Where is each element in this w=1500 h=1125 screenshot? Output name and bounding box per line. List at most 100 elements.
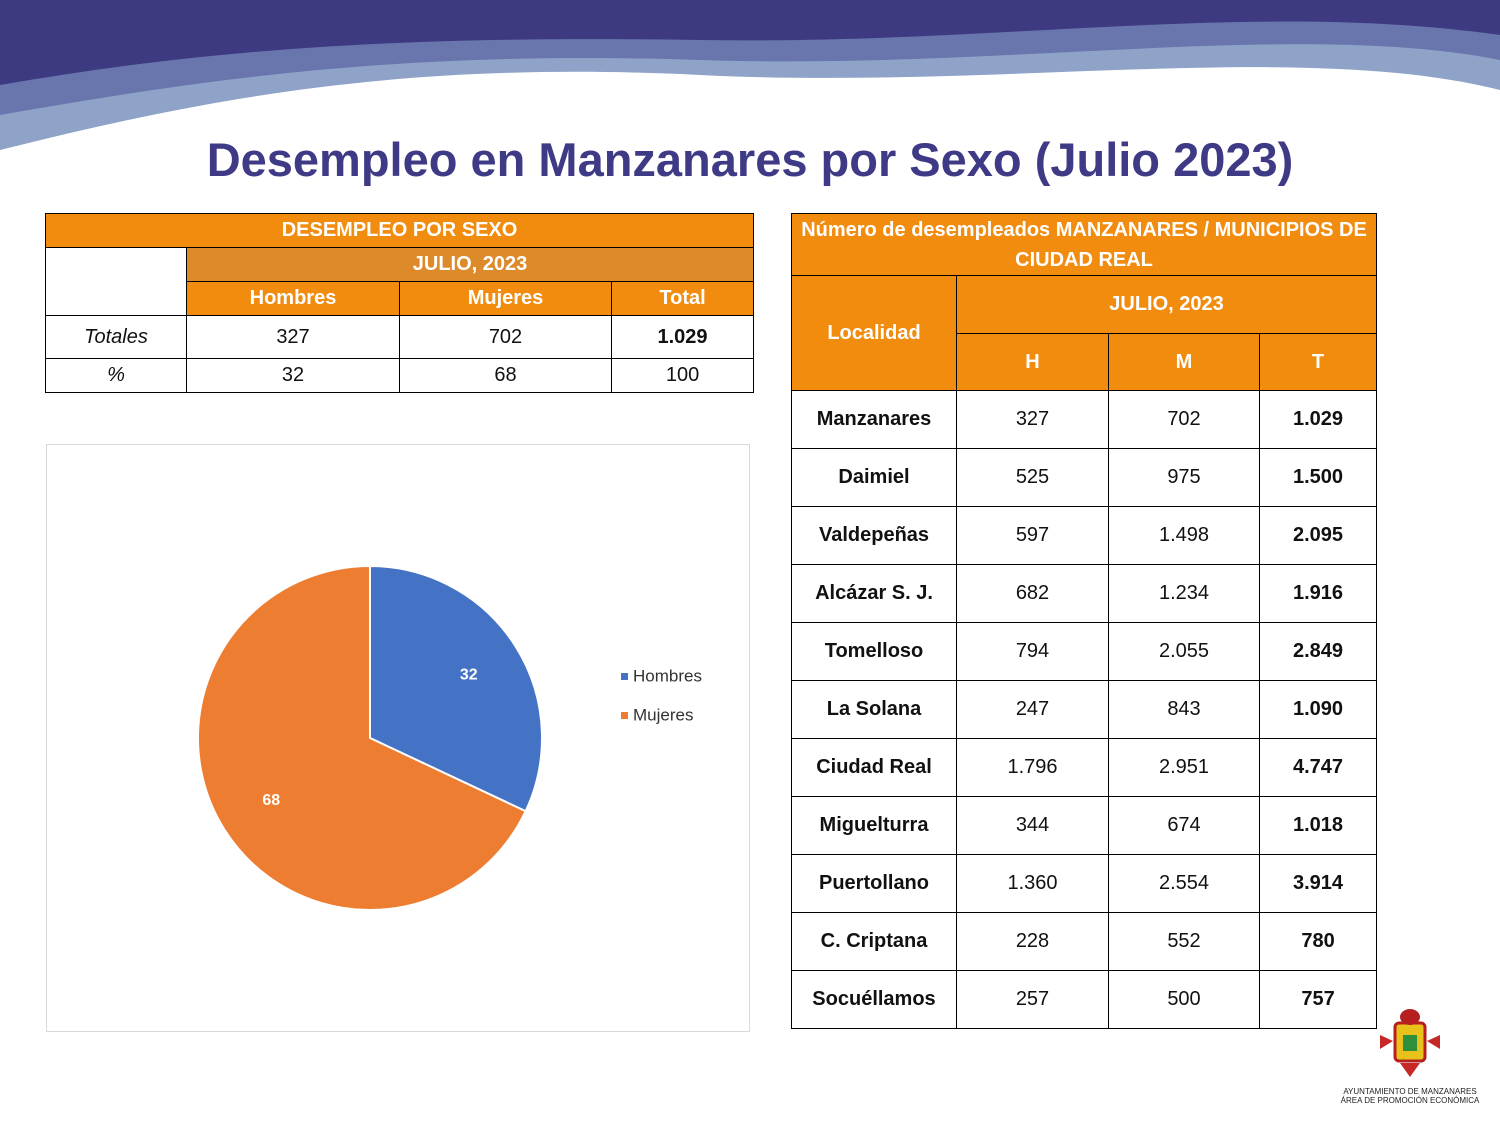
logo-line: AYUNTAMIENTO DE MANZANARES bbox=[1343, 1087, 1477, 1096]
table-cell: Alcázar S. J. bbox=[791, 564, 957, 623]
table-cell: 975 bbox=[1108, 448, 1260, 507]
table-cell: % bbox=[45, 358, 187, 393]
table-cell: Mujeres bbox=[399, 281, 612, 316]
table-cell: JULIO, 2023 bbox=[955, 275, 1378, 334]
chart-area: 32 Hombres 68 Mujeres bbox=[46, 444, 750, 1032]
legend-label: Mujeres bbox=[633, 705, 693, 724]
table-cell bbox=[45, 247, 187, 316]
table-cell: 757 bbox=[1258, 970, 1378, 1029]
table-cell: C. Criptana bbox=[791, 912, 957, 971]
header-wave bbox=[0, 0, 1500, 150]
table-cell: Puertollano bbox=[791, 854, 957, 913]
table-cell: 4.747 bbox=[1258, 738, 1378, 797]
row: Valdepeñas 597 1.498 2.095 bbox=[791, 506, 1378, 565]
row: Daimiel 525 975 1.500 bbox=[791, 448, 1378, 507]
table-cell: Manzanares bbox=[791, 390, 957, 449]
table-cell: 32 bbox=[186, 358, 400, 393]
table-cell: Tomelloso bbox=[791, 622, 957, 681]
table-cell: 500 bbox=[1108, 970, 1260, 1029]
table-cell: 525 bbox=[956, 448, 1109, 507]
table-cell: DESEMPLEO POR SEXO bbox=[44, 213, 755, 248]
table-cell: 1.498 bbox=[1108, 506, 1260, 565]
table-sexo: DESEMPLEO POR SEXO JULIO, 2023 Hombres Muje… bbox=[44, 213, 755, 393]
table-cell: 1.360 bbox=[956, 854, 1109, 913]
table-cell: 327 bbox=[186, 315, 400, 359]
table-cell: 702 bbox=[399, 315, 612, 359]
row: DESEMPLEO POR SEXO bbox=[44, 213, 755, 248]
data-label: 68 bbox=[262, 792, 280, 809]
row: Hombres Mujeres Total bbox=[46, 281, 755, 316]
table-cell: 702 bbox=[1108, 390, 1260, 449]
table-cell: 674 bbox=[1108, 796, 1260, 855]
table-cell: 2.554 bbox=[1108, 854, 1260, 913]
table-cell: 2.849 bbox=[1258, 622, 1378, 681]
row: Ciudad Real 1.796 2.951 4.747 bbox=[791, 738, 1378, 797]
table-cell: 68 bbox=[399, 358, 612, 393]
slide-title: Desempleo en Manzanares por Sexo (Julio … bbox=[206, 133, 1294, 186]
row: JULIO, 2023 bbox=[45, 247, 755, 316]
table-cell: 780 bbox=[1258, 912, 1378, 971]
table-cell: Ciudad Real bbox=[791, 738, 957, 797]
table-cell: H bbox=[956, 333, 1109, 391]
table-cell: 1.018 bbox=[1258, 796, 1378, 855]
table-cell: La Solana bbox=[791, 680, 957, 739]
table-cell: T bbox=[1258, 333, 1378, 391]
table-cell: 794 bbox=[956, 622, 1109, 681]
table-cell: 100 bbox=[610, 358, 755, 393]
pie-slice bbox=[197, 564, 527, 911]
table-cell: 228 bbox=[956, 912, 1109, 971]
pie-slice bbox=[369, 564, 543, 813]
table-cell: 1.090 bbox=[1258, 680, 1378, 739]
row: Miguelturra 344 674 1.018 bbox=[791, 796, 1378, 855]
row: Socuéllamos 257 500 757 bbox=[791, 970, 1378, 1029]
row: % 32 68 100 bbox=[45, 358, 755, 393]
table-cell: 843 bbox=[1108, 680, 1260, 739]
table-cell: 1.796 bbox=[956, 738, 1109, 797]
table-cell: Valdepeñas bbox=[791, 506, 957, 565]
row: C. Criptana 228 552 780 bbox=[791, 912, 1378, 971]
table-cell: 1.500 bbox=[1258, 448, 1378, 507]
table-cell: 327 bbox=[956, 390, 1109, 449]
table-cell: 3.914 bbox=[1258, 854, 1378, 913]
chart: 32 Hombres 68 Mujeres bbox=[197, 564, 702, 911]
table-cell: M bbox=[1108, 333, 1260, 391]
table-cell: Miguelturra bbox=[791, 796, 957, 855]
legend-label: Hombres bbox=[633, 666, 702, 685]
table-cell: 247 bbox=[956, 680, 1109, 739]
table-cell: Localidad bbox=[791, 275, 957, 391]
row: La Solana 247 843 1.090 bbox=[791, 680, 1378, 739]
table-cell: JULIO, 2023 bbox=[185, 247, 755, 282]
logo: AYUNTAMIENTO DE MANZANARES ÁREA DE PROMO… bbox=[1330, 1005, 1490, 1105]
row: Tomelloso 794 2.055 2.849 bbox=[791, 622, 1378, 681]
table-cell: 1.916 bbox=[1258, 564, 1378, 623]
table-cell: 1.029 bbox=[610, 315, 755, 359]
table-cell: Total bbox=[610, 281, 755, 316]
table-cell: Daimiel bbox=[791, 448, 957, 507]
data-label: 32 bbox=[460, 667, 478, 684]
table-cell: 2.951 bbox=[1108, 738, 1260, 797]
row: Manzanares 327 702 1.029 bbox=[791, 390, 1378, 449]
table-cell: 597 bbox=[956, 506, 1109, 565]
row: Totales 327 702 1.029 bbox=[45, 315, 755, 359]
table-cell: 682 bbox=[956, 564, 1109, 623]
table-cell: Número de desempleados MANZANARES / MUNI… bbox=[790, 213, 1378, 276]
table-cell: Totales bbox=[45, 315, 187, 359]
legend-swatch bbox=[621, 712, 628, 719]
table-cell: 2.055 bbox=[1108, 622, 1260, 681]
table-cell: 257 bbox=[956, 970, 1109, 1029]
table-cell: 2.095 bbox=[1258, 506, 1378, 565]
row: Localidad JULIO, 2023 bbox=[791, 275, 1378, 391]
legend-swatch bbox=[621, 673, 628, 680]
table-cell: Hombres bbox=[186, 281, 400, 316]
table-cell: 1.029 bbox=[1258, 390, 1378, 449]
row: Alcázar S. J. 682 1.234 1.916 bbox=[791, 564, 1378, 623]
logo-line: ÁREA DE PROMOCIÓN ECONÓMICA bbox=[1340, 1096, 1480, 1105]
table-cell: 1.234 bbox=[1108, 564, 1260, 623]
table-municipios: Número de desempleados MANZANARES / MUNI… bbox=[790, 213, 1378, 1029]
table-cell: 344 bbox=[956, 796, 1109, 855]
crest bbox=[1380, 1009, 1440, 1077]
row: Número de desempleados MANZANARES / MUNI… bbox=[790, 213, 1378, 276]
